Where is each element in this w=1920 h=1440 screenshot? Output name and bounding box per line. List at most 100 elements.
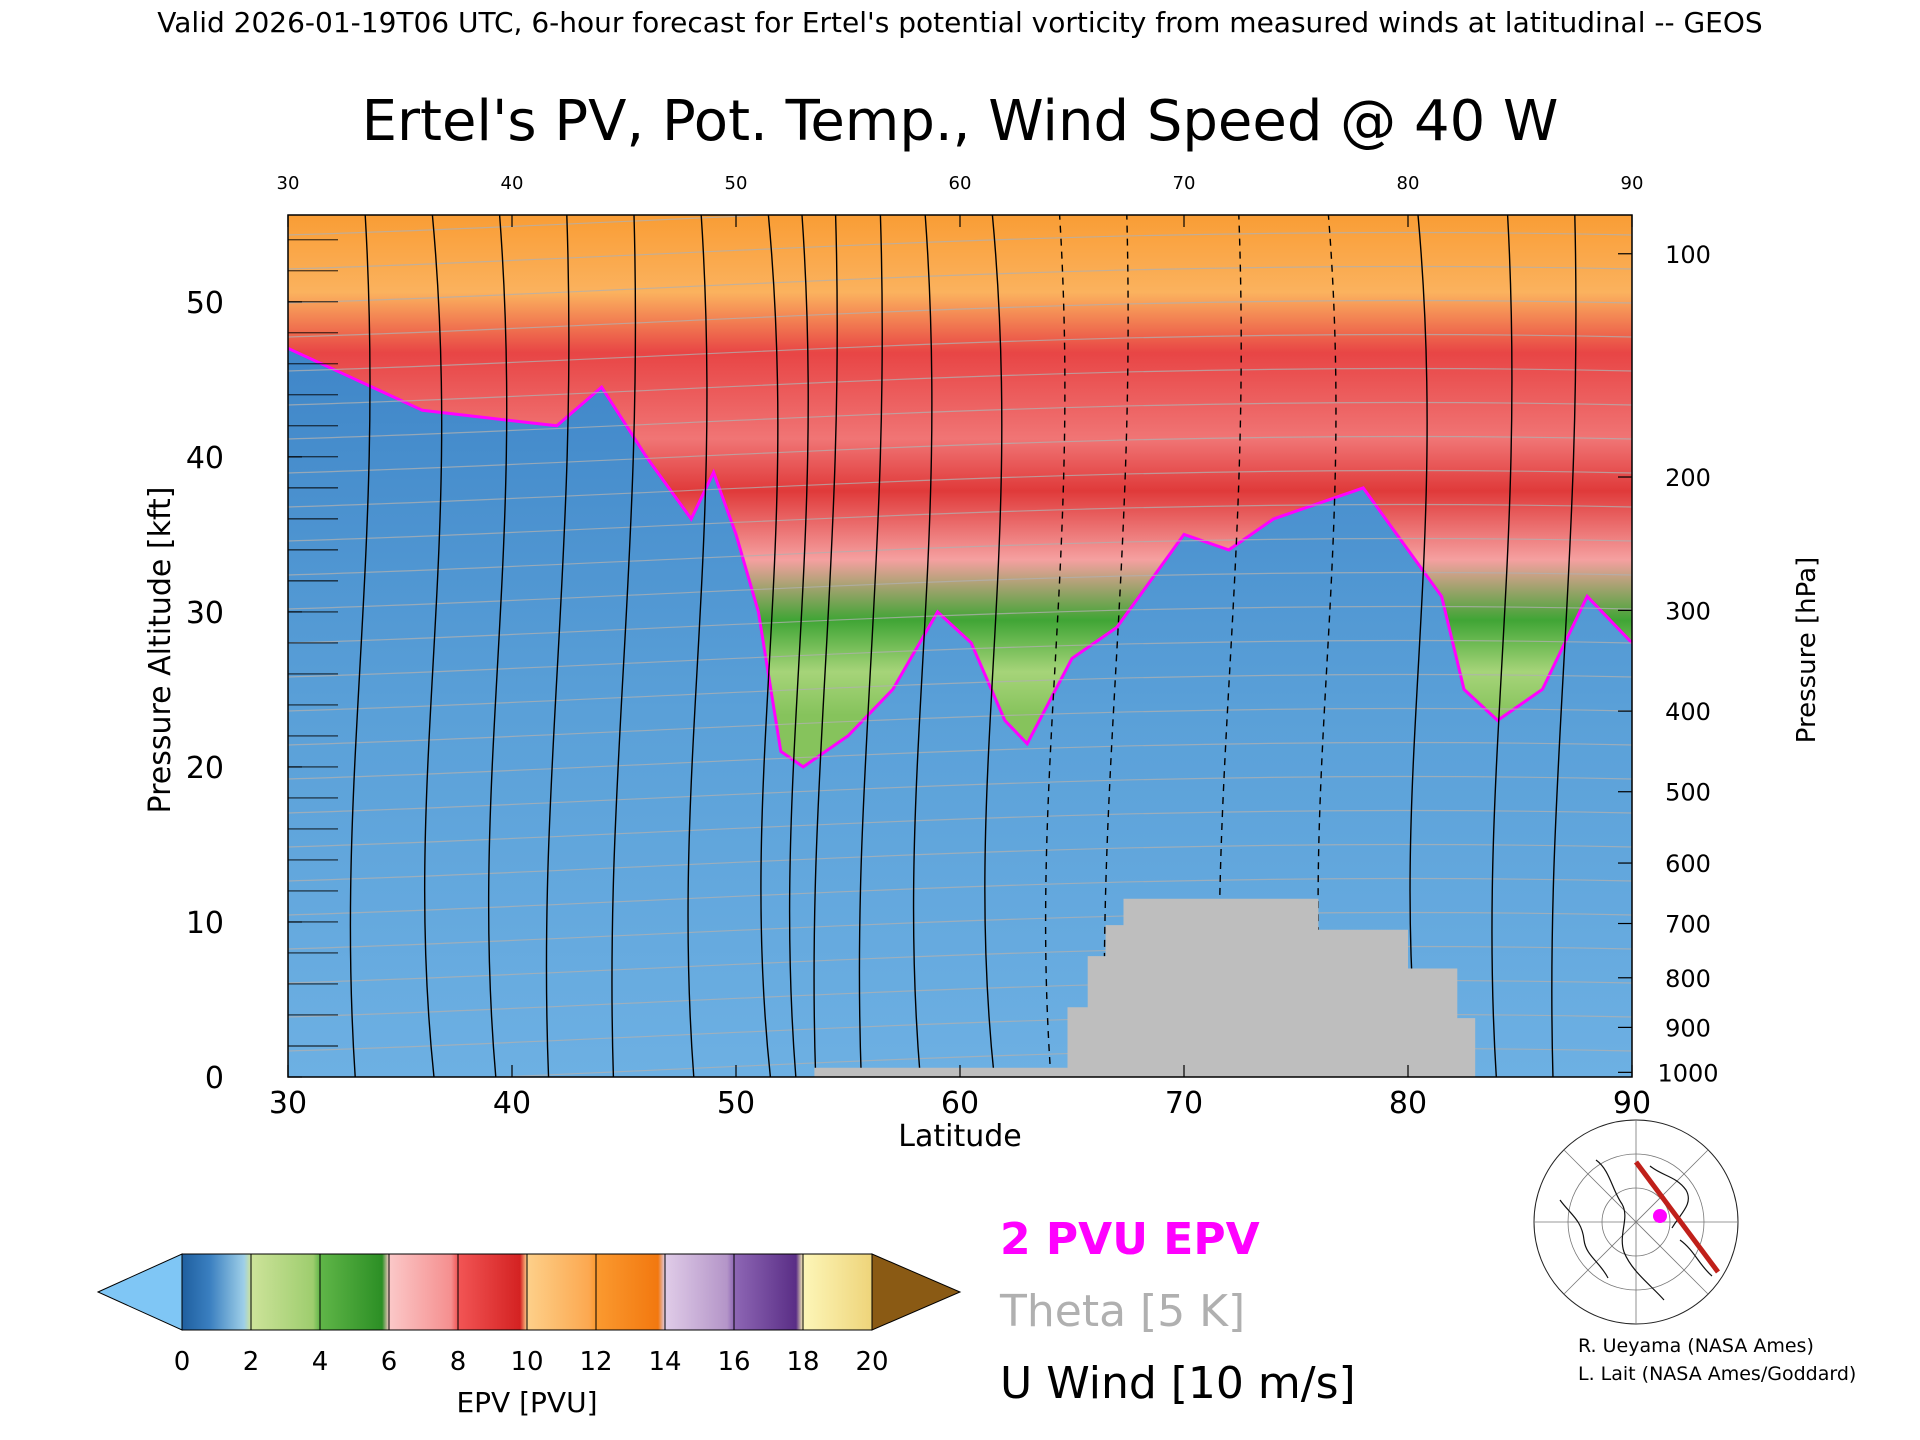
legend-pv: 2 PVU EPV xyxy=(1000,1214,1260,1265)
colorbar-tick-label: 18 xyxy=(786,1347,819,1377)
wind-contour xyxy=(687,215,708,1077)
x-tick-label-top: 70 xyxy=(1173,173,1196,194)
theta-contour xyxy=(288,469,1632,508)
wind-contour xyxy=(424,215,443,1077)
theta-contour xyxy=(288,911,1632,950)
legend-theta: Theta [5 K] xyxy=(999,1286,1245,1337)
theta-contour xyxy=(288,503,1632,542)
colorbar-label: EPV [PVU] xyxy=(456,1386,597,1419)
y2-tick-label: 200 xyxy=(1665,464,1711,492)
x-tick-label-top: 60 xyxy=(949,173,972,194)
y2-tick-label: 700 xyxy=(1665,911,1711,939)
wind-contour xyxy=(788,215,809,1077)
x-tick-label-top: 50 xyxy=(725,173,748,194)
locator-map xyxy=(1533,1119,1739,1325)
locator-map-coastlines xyxy=(1559,1159,1713,1301)
wind-contour xyxy=(349,215,371,1077)
pv-2pvu-contour xyxy=(288,346,1632,769)
x-tick-label: 90 xyxy=(1613,1086,1651,1121)
axes: 3030404050506060707080809090010203040501… xyxy=(186,173,1719,1121)
wind-contour xyxy=(813,215,838,1077)
x-tick-label: 70 xyxy=(1165,1086,1203,1121)
colorbar-tick-label: 2 xyxy=(243,1347,260,1377)
theta-contour xyxy=(288,877,1632,916)
colorbar-tick-label: 16 xyxy=(717,1347,750,1377)
theta-contour xyxy=(288,215,781,236)
theta-contour xyxy=(288,435,1632,474)
y2-tick-label: 400 xyxy=(1665,698,1711,726)
theta-contour xyxy=(288,299,1632,338)
wind-contour xyxy=(760,215,779,1077)
wind-contour xyxy=(545,215,570,1077)
colorbar-tick-label: 14 xyxy=(648,1347,681,1377)
theta-contour xyxy=(288,265,1632,304)
colorbar: 0 2 4 6 8 10 12 14 16 18 20 EPV [PVU] xyxy=(96,1253,962,1419)
y2-tick-label: 900 xyxy=(1665,1014,1711,1042)
theta-contour xyxy=(288,537,1632,576)
colorbar-tick-label: 20 xyxy=(855,1347,888,1377)
theta-contour xyxy=(288,571,1632,610)
wind-contour xyxy=(611,215,637,1077)
wind-contour xyxy=(1103,215,1129,1077)
colorbar-tick-label: 8 xyxy=(450,1347,467,1377)
legend-wind: U Wind [10 m/s] xyxy=(1000,1358,1356,1409)
plot-area xyxy=(288,215,1632,1077)
x-tick-label-top: 90 xyxy=(1621,173,1644,194)
x-tick-label: 40 xyxy=(493,1086,531,1121)
y2-tick-label: 800 xyxy=(1665,965,1711,993)
theta-contour xyxy=(288,605,1632,644)
y2-tick-label: 500 xyxy=(1665,779,1711,807)
y2-tick-label: 300 xyxy=(1665,597,1711,625)
theta-contour xyxy=(288,333,1632,372)
colorbar-tick-label: 0 xyxy=(174,1347,191,1377)
x-tick-label: 60 xyxy=(941,1086,979,1121)
theta-contour xyxy=(288,401,1632,440)
y-axis-label: Pressure Altitude [kft] xyxy=(143,487,178,814)
theta-contour xyxy=(288,809,1632,848)
theta-contour xyxy=(288,775,1632,814)
x-tick-label: 50 xyxy=(717,1086,755,1121)
troposphere-field xyxy=(288,348,1632,1077)
y-tick-label: 50 xyxy=(186,286,224,321)
x-tick-label: 80 xyxy=(1389,1086,1427,1121)
y-tick-label: 0 xyxy=(205,1061,224,1096)
y-tick-label: 40 xyxy=(186,441,224,476)
x-tick-label: 30 xyxy=(269,1086,307,1121)
y-tick-label: 10 xyxy=(186,906,224,941)
wind-contour xyxy=(858,215,883,1077)
y2-tick-label: 600 xyxy=(1665,850,1711,878)
theta-contour xyxy=(288,707,1632,746)
theta-contour xyxy=(288,843,1632,882)
x-tick-label-top: 40 xyxy=(501,173,524,194)
y-tick-label: 30 xyxy=(186,596,224,631)
wind-contour xyxy=(912,215,933,1077)
wind-contour xyxy=(487,215,508,1077)
colorbar-tick-label: 12 xyxy=(579,1347,612,1377)
wind-contour xyxy=(1551,215,1577,1077)
topography xyxy=(814,898,1476,1077)
locator-map-marker xyxy=(1653,1209,1667,1223)
wind-contour xyxy=(1044,215,1066,1077)
wind-contour xyxy=(1491,215,1513,1077)
x-axis-label: Latitude xyxy=(898,1119,1021,1154)
wind-contour xyxy=(984,215,1003,1077)
theta-contour xyxy=(288,367,1632,406)
y2-axis-label: Pressure [hPa] xyxy=(1792,557,1822,744)
colorbar-tick-label: 4 xyxy=(312,1347,329,1377)
theta-contour xyxy=(288,741,1632,780)
wind-contour xyxy=(1218,215,1242,1077)
x-tick-label-top: 80 xyxy=(1397,173,1420,194)
theta-contour xyxy=(288,673,1632,712)
y2-tick-label: 100 xyxy=(1665,241,1711,269)
colorbar-tick-label: 6 xyxy=(381,1347,398,1377)
locator-map-track-line xyxy=(1633,1160,1721,1274)
colorbar-high-arrow xyxy=(871,1253,962,1331)
y2-tick-label: 1000 xyxy=(1657,1059,1718,1087)
legend: 2 PVU EPV Theta [5 K] U Wind [10 m/s] xyxy=(999,1214,1356,1409)
credit-line-1: R. Ueyama (NASA Ames) xyxy=(1578,1335,1814,1357)
colorbar-ticks: 0 2 4 6 8 10 12 14 16 18 20 xyxy=(174,1254,889,1377)
x-tick-label-top: 30 xyxy=(277,173,300,194)
theta-contour xyxy=(288,639,1632,678)
colorbar-tick-label: 10 xyxy=(510,1347,543,1377)
